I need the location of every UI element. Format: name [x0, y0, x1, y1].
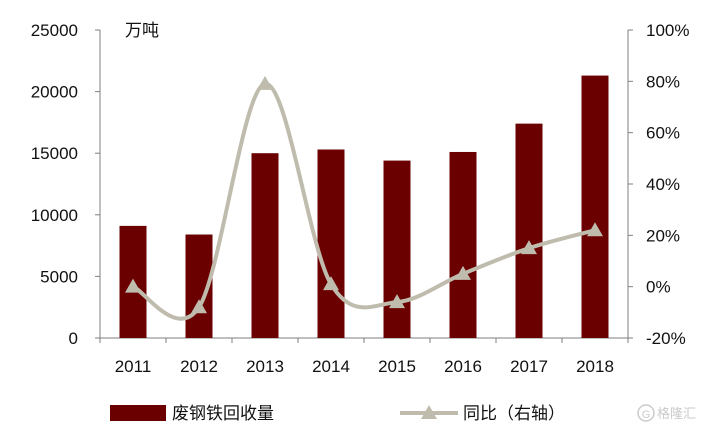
bar-2014 [317, 149, 345, 338]
yoy-marker-2013 [257, 75, 273, 90]
x-tick-label: 2014 [312, 357, 350, 376]
bar-2018 [581, 75, 609, 339]
x-tick-label: 2012 [180, 357, 218, 376]
right-axis-ticks: 100% 80% 60% 40% 20% 0% -20% [628, 21, 689, 348]
legend-line-label: 同比（右轴） [463, 404, 565, 424]
legend: 废钢铁回收量 同比（右轴） [110, 404, 565, 424]
right-tick-label: 0% [646, 278, 671, 297]
bar-2016 [449, 151, 477, 338]
bar-2015 [383, 160, 411, 338]
yoy-marker-2016 [455, 265, 471, 280]
left-axis-ticks: 25000 20000 15000 10000 5000 0 [31, 21, 100, 348]
x-tick-label: 2018 [576, 357, 614, 376]
svg-text:G: G [642, 409, 651, 421]
line-series [125, 75, 603, 321]
legend-bar-label: 废钢铁回收量 [172, 404, 274, 424]
yoy-line [132, 81, 596, 321]
x-tick-label: 2016 [444, 357, 482, 376]
bar-2013 [251, 153, 279, 338]
watermark-text: 格隆汇 [657, 406, 696, 422]
yoy-marker-2014 [323, 276, 339, 291]
x-tick-label: 2011 [115, 357, 152, 376]
yoy-marker-2011 [125, 278, 141, 293]
watermark: G 格隆汇 [637, 404, 696, 422]
right-tick-label: 20% [646, 226, 680, 245]
left-tick-label: 0 [69, 329, 78, 348]
yoy-marker-2018 [587, 222, 603, 237]
left-tick-label: 5000 [40, 267, 78, 286]
right-tick-label: 60% [646, 124, 680, 143]
left-tick-label: 10000 [31, 206, 78, 225]
unit-label: 万吨 [125, 21, 159, 41]
x-axis-ticks: 2011 2012 2013 2014 2015 2016 2017 2018 [99, 338, 629, 376]
left-tick-label: 25000 [31, 21, 78, 40]
g-logo-icon: G [637, 404, 655, 422]
bar-2017 [515, 123, 543, 338]
right-tick-label: 100% [646, 21, 689, 40]
legend-bar-swatch [110, 405, 166, 421]
legend-line-marker [421, 405, 437, 419]
x-tick-label: 2015 [378, 357, 416, 376]
right-tick-label: 80% [646, 72, 680, 91]
right-tick-label: 40% [646, 175, 680, 194]
right-tick-label: -20% [646, 329, 686, 348]
bar-series [119, 75, 609, 339]
x-tick-label: 2017 [510, 357, 548, 376]
left-tick-label: 15000 [31, 144, 78, 163]
left-tick-label: 20000 [31, 83, 78, 102]
yoy-marker-2015 [389, 294, 405, 309]
yoy-marker-2012 [191, 299, 207, 314]
yoy-marker-2017 [521, 240, 537, 255]
x-tick-label: 2013 [246, 357, 284, 376]
